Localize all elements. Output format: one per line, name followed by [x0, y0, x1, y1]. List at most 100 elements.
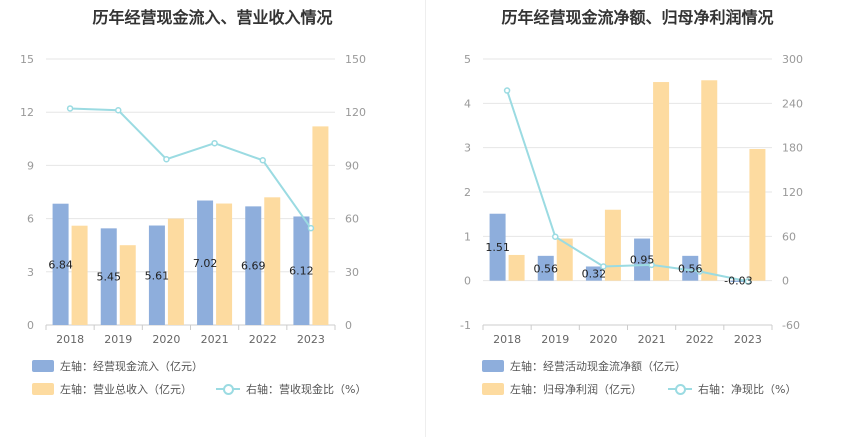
data-label: -0.03 — [724, 275, 752, 288]
chart-left-svg: 0 0 3 30 6 60 9 90 12 120 15 150 2018 2019 2020 2021 202… — [20, 53, 366, 346]
data-label: 6.69 — [241, 260, 266, 273]
bar — [634, 238, 651, 281]
right-axis-tick-label: 0 — [345, 319, 352, 332]
bar — [312, 126, 329, 326]
line-point — [163, 155, 170, 163]
right-axis-tick-label: -60 — [782, 319, 800, 332]
bar — [52, 203, 69, 325]
data-label: 7.02 — [193, 257, 218, 270]
left-axis-tick-label: 3 — [464, 142, 471, 155]
legend-item-net-cash-ratio[interactable]: 右轴：净现比（%） — [668, 381, 796, 397]
data-label: 0.32 — [582, 268, 607, 281]
right-axis-tick-label: 60 — [345, 213, 359, 226]
bar — [489, 213, 506, 281]
x-axis-tick-label: 2019 — [104, 333, 132, 346]
legend-swatch-orange — [482, 383, 504, 395]
series-line — [506, 90, 749, 283]
left-axis-tick-label: 9 — [27, 159, 34, 172]
right-axis-tick-label: 90 — [345, 159, 359, 172]
data-label: 0.56 — [534, 262, 559, 275]
left-axis-tick-label: 0 — [464, 275, 471, 288]
x-axis-tick-label: 2018 — [56, 333, 84, 346]
bar — [701, 80, 718, 281]
x-axis-tick-label: 2021 — [638, 333, 666, 346]
panel-divider — [425, 0, 426, 437]
x-axis-tick-label: 2023 — [734, 333, 762, 346]
left-axis-tick-label: 2 — [464, 186, 471, 199]
legend-line-marker-icon — [668, 383, 692, 395]
left-axis-tick-label: 3 — [27, 266, 34, 279]
line-point — [552, 233, 559, 240]
left-axis-tick-label: 12 — [20, 106, 34, 119]
right-axis-tick-label: 60 — [782, 230, 796, 243]
bar — [71, 225, 88, 325]
x-axis-tick-label: 2022 — [686, 333, 714, 346]
bar — [216, 203, 233, 325]
bar — [749, 148, 766, 281]
legend-item-revenue[interactable]: 左轴：营业总收入（亿元） — [32, 381, 192, 397]
data-label: 6.12 — [289, 265, 314, 278]
chart-right-svg: -1 -60 0 0 1 60 2 120 3 180 4 240 5 300 2018 2019 2020 20… — [460, 53, 803, 346]
line-point — [600, 263, 607, 270]
left-axis-tick-label: 1 — [464, 230, 471, 243]
legend-line-marker-icon — [216, 383, 240, 395]
right-axis-tick-label: 150 — [345, 53, 366, 66]
bar — [556, 238, 573, 281]
data-label: 0.95 — [630, 254, 655, 267]
chart-title-right: 历年经营现金流净额、归母净利润情况 — [501, 8, 774, 27]
legend-label: 左轴：经营现金流入（亿元） — [60, 360, 203, 373]
bar — [245, 206, 262, 325]
line-point — [696, 268, 703, 275]
line-point — [307, 224, 315, 232]
legend-item-net-profit[interactable]: 左轴：归母净利润（亿元） — [482, 381, 642, 397]
line-point — [115, 106, 122, 114]
right-axis-tick-label: 180 — [782, 142, 803, 155]
right-axis-tick-label: 30 — [345, 266, 359, 279]
bar — [604, 209, 621, 281]
bar — [119, 245, 136, 325]
left-axis-tick-label: 0 — [27, 319, 34, 332]
legend-label: 右轴：净现比（%） — [698, 383, 797, 396]
chart-panel-left: 历年经营现金流入、营业收入情况 0 0 3 30 6 60 9 90 12 120 15 150 201… — [20, 8, 366, 397]
legend-label: 右轴：营收现金比（%） — [246, 383, 367, 396]
bar — [730, 280, 747, 282]
right-axis-tick-label: 120 — [345, 106, 366, 119]
x-axis-tick-label: 2019 — [541, 333, 569, 346]
data-label: 1.51 — [485, 241, 510, 254]
legend-item-net-cash-flow[interactable]: 左轴：经营活动现金流净额（亿元） — [482, 358, 686, 374]
bar — [264, 197, 281, 325]
chart-panel-right: 历年经营现金流净额、归母净利润情况 -1 -60 0 0 1 60 2 120 3 180 4 240… — [425, 0, 850, 437]
left-axis-tick-label: 6 — [27, 213, 34, 226]
legend-item-revenue-cash-ratio[interactable]: 右轴：营收现金比（%） — [216, 381, 366, 397]
left-axis-tick-label: -1 — [460, 319, 471, 332]
x-axis-tick-label: 2021 — [201, 333, 229, 346]
x-axis-tick-label: 2020 — [589, 333, 617, 346]
bar — [682, 255, 699, 281]
right-axis-tick-label: 120 — [782, 186, 803, 199]
bar — [293, 216, 310, 325]
bar — [148, 225, 165, 325]
data-label: 6.84 — [48, 258, 73, 271]
line-point — [66, 105, 74, 112]
right-axis-tick-label: 300 — [782, 53, 803, 66]
x-axis-tick-label: 2022 — [249, 333, 277, 346]
x-axis-tick-label: 2018 — [493, 333, 521, 346]
line-point — [648, 261, 655, 269]
bar — [100, 228, 117, 325]
bar — [653, 82, 670, 281]
legend-item-cash-inflow[interactable]: 左轴：经营现金流入（亿元） — [32, 358, 203, 374]
data-label: 0.56 — [678, 262, 703, 275]
legend-label: 左轴：营业总收入（亿元） — [60, 383, 192, 396]
x-axis-tick-label: 2023 — [297, 333, 325, 346]
x-axis-tick-label: 2020 — [152, 333, 180, 346]
bar — [197, 200, 214, 325]
legend-swatch-orange — [32, 383, 54, 395]
legend-swatch-blue — [32, 360, 54, 372]
line-point — [744, 278, 752, 285]
bar — [167, 218, 184, 325]
right-axis-tick-label: 240 — [782, 97, 803, 110]
legend-swatch-blue — [482, 360, 504, 372]
bar — [537, 255, 554, 281]
legend-label: 左轴：归母净利润（亿元） — [510, 383, 642, 396]
chart-title-left: 历年经营现金流入、营业收入情况 — [92, 8, 333, 27]
